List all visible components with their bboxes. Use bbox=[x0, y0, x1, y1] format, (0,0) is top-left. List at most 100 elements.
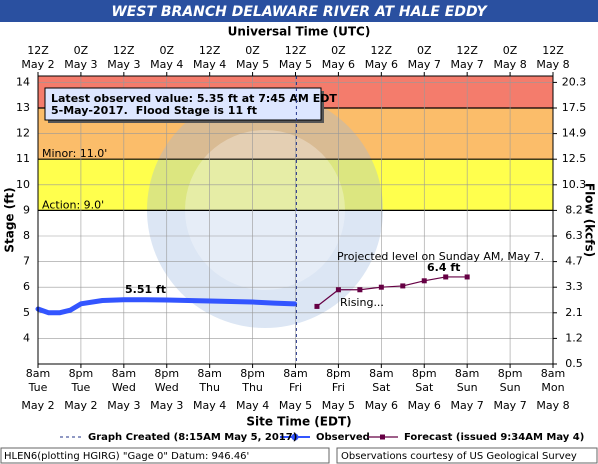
top-tick-date: May 7 bbox=[451, 58, 484, 71]
y-tick-label: 12 bbox=[16, 127, 30, 140]
top-tick-label: 0Z bbox=[74, 44, 89, 57]
top-tick-date: May 3 bbox=[64, 58, 97, 71]
forecast-point bbox=[378, 284, 384, 290]
legend-label: Graph Created (8:15AM May 5, 2017) bbox=[88, 432, 297, 443]
x-tick-label: 8pm bbox=[498, 367, 523, 380]
top-tick-label: 0Z bbox=[503, 44, 518, 57]
y-tick-label: 14 bbox=[16, 75, 30, 88]
y-tick-label: 8 bbox=[23, 229, 30, 242]
y2-tick-label: 14.9 bbox=[562, 127, 587, 140]
x-tick-date: May 4 bbox=[236, 399, 269, 412]
x-tick-day: Wed bbox=[155, 381, 179, 394]
x-tick-label: 8pm bbox=[412, 367, 437, 380]
x-tick-label: 8pm bbox=[326, 367, 351, 380]
top-tick-label: 12Z bbox=[113, 44, 135, 57]
x-tick-date: May 3 bbox=[150, 399, 183, 412]
x-tick-day: Tue bbox=[71, 381, 91, 394]
y-tick-label: 7 bbox=[23, 255, 30, 268]
y2-tick-label: 6.3 bbox=[565, 229, 583, 242]
x-tick-label: 8am bbox=[197, 367, 221, 380]
x-tick-day: Fri bbox=[289, 381, 302, 394]
y2-axis-title: Flow (kcfs) bbox=[583, 183, 597, 257]
top-tick-date: May 8 bbox=[493, 58, 526, 71]
y-tick-label: 9 bbox=[23, 203, 30, 216]
y-tick-label: 4 bbox=[23, 331, 30, 344]
flood-stage-note: Flood Stage is 11 ft bbox=[136, 104, 257, 117]
x-tick-day: Thu bbox=[198, 381, 220, 394]
x-tick-date: May 5 bbox=[322, 399, 355, 412]
y2-tick-label: 12.5 bbox=[562, 152, 587, 165]
top-tick-date: May 6 bbox=[322, 58, 355, 71]
projected-note: Projected level on Sunday AM, May 7. bbox=[337, 250, 544, 263]
y2-tick-label: 20.3 bbox=[562, 75, 587, 88]
x-tick-date: May 7 bbox=[451, 399, 484, 412]
x-axis-title: Site Time (EDT) bbox=[246, 415, 351, 429]
x-tick-day: Sun bbox=[457, 381, 478, 394]
x-tick-date: May 2 bbox=[21, 399, 54, 412]
forecast-point bbox=[335, 287, 341, 293]
x-tick-label: 8am bbox=[112, 367, 136, 380]
top-tick-label: 12Z bbox=[371, 44, 393, 57]
top-tick-date: May 3 bbox=[107, 58, 140, 71]
forecast-point bbox=[421, 278, 427, 284]
x-tick-date: May 4 bbox=[193, 399, 226, 412]
peak-label: 5.51 ft bbox=[125, 283, 166, 296]
y-tick-label: 11 bbox=[16, 152, 30, 165]
top-tick-label: 12Z bbox=[456, 44, 478, 57]
x-tick-day: Mon bbox=[541, 381, 564, 394]
forecast-line bbox=[316, 276, 468, 307]
top-tick-label: 12Z bbox=[285, 44, 307, 57]
forecast-label: 6.4 ft bbox=[427, 261, 460, 274]
footer-box bbox=[0, 447, 330, 464]
y2-tick-label: 0.5 bbox=[565, 357, 583, 370]
x-tick-day: Thu bbox=[241, 381, 263, 394]
legend-label: Forecast (issued 9:34AM May 4) bbox=[404, 432, 584, 443]
x-tick-label: 8am bbox=[455, 367, 479, 380]
y2-tick-label: 17.5 bbox=[562, 101, 587, 114]
top-tick-label: 12Z bbox=[542, 44, 564, 57]
top-tick-date: May 2 bbox=[21, 58, 54, 71]
top-tick-label: 0Z bbox=[245, 44, 260, 57]
x-tick-label: 8am bbox=[541, 367, 565, 380]
observed-line bbox=[35, 297, 298, 316]
top-tick-label: 12Z bbox=[199, 44, 221, 57]
threshold-label: Action: 9.0' bbox=[42, 198, 104, 211]
y-tick-label: 6 bbox=[23, 280, 30, 293]
top-tick-label: 12Z bbox=[27, 44, 49, 57]
top-tick-label: 0Z bbox=[159, 44, 174, 57]
top-tick-date: May 7 bbox=[408, 58, 441, 71]
top-axis-title: Universal Time (UTC) bbox=[228, 25, 371, 39]
x-tick-label: 8pm bbox=[69, 367, 94, 380]
plot-frame bbox=[37, 75, 554, 365]
top-tick-label: 0Z bbox=[417, 44, 432, 57]
forecast-point bbox=[357, 287, 363, 293]
y2-tick-label: 3.3 bbox=[565, 280, 583, 293]
rising-note: Rising... bbox=[340, 296, 384, 309]
x-tick-day: Sat bbox=[415, 381, 434, 394]
x-tick-date: May 6 bbox=[365, 399, 398, 412]
latest-box bbox=[44, 87, 322, 121]
legend-label: Observed bbox=[316, 432, 370, 443]
y2-tick-label: 2.1 bbox=[565, 306, 583, 319]
y2-tick-label: 8.2 bbox=[565, 203, 583, 216]
x-tick-label: 8am bbox=[26, 367, 50, 380]
footer-box bbox=[336, 447, 598, 464]
x-tick-day: Wed bbox=[112, 381, 136, 394]
x-tick-date: May 7 bbox=[493, 399, 526, 412]
title: WEST BRANCH DELAWARE RIVER AT HALE EDDY bbox=[111, 4, 488, 20]
latest-date: 5-May-2017. bbox=[51, 104, 128, 117]
top-tick-label: 0Z bbox=[331, 44, 346, 57]
x-tick-label: 8am bbox=[283, 367, 307, 380]
x-tick-day: Sun bbox=[500, 381, 521, 394]
top-tick-date: May 5 bbox=[236, 58, 269, 71]
y-tick-label: 5 bbox=[23, 306, 30, 319]
forecast-point bbox=[400, 283, 406, 289]
y-axis-title: Stage (ft) bbox=[3, 187, 17, 252]
threshold-label: Minor: 11.0' bbox=[42, 147, 107, 160]
footer-left: HLEN6(plotting HGIRG) "Gage 0" Datum: 94… bbox=[4, 451, 249, 462]
legend-marker bbox=[291, 433, 299, 441]
latest-line: Latest observed value: 5.35 ft at 7:45 A… bbox=[51, 92, 337, 105]
forecast-point bbox=[443, 274, 449, 280]
top-tick-date: May 6 bbox=[365, 58, 398, 71]
